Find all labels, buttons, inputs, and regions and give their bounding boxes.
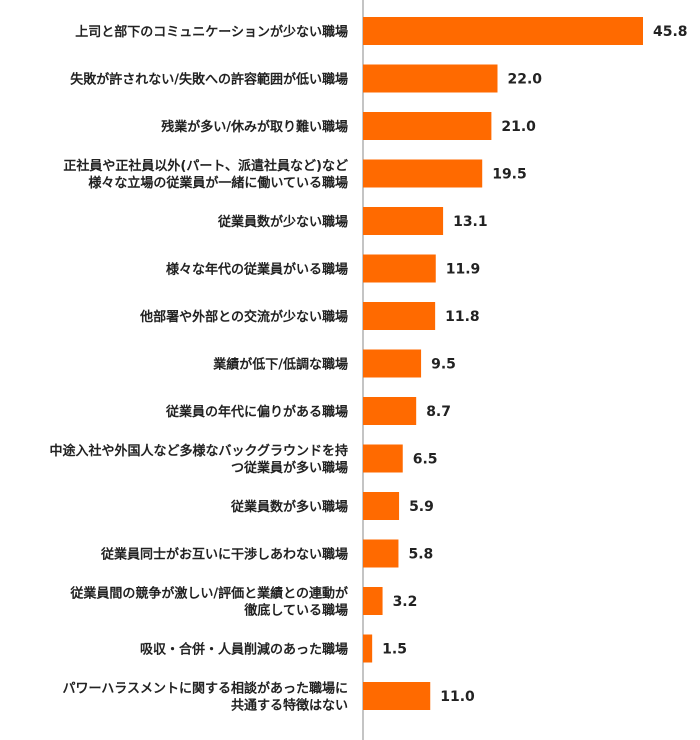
bar-9 xyxy=(363,397,417,425)
value-label-10: 6.5 xyxy=(413,452,438,468)
value-label-4: 19.5 xyxy=(492,167,527,183)
bar-12 xyxy=(363,539,399,568)
category-label-13-line-1: 従業員間の競争が激しい/評価と業績との連動が xyxy=(69,586,348,602)
bar-7 xyxy=(363,302,436,330)
bar-14 xyxy=(363,634,373,663)
category-label-10-line-1: 中途入社や外国人など多様なバックグラウンドを持 xyxy=(50,443,348,459)
category-label-3-line-1: 残業が多い/休みが取り難い職場 xyxy=(161,119,348,135)
category-label-15-line-1: パワーハラスメントに関する相談があった職場に xyxy=(63,681,348,697)
category-label-9-line-1: 従業員の年代に偏りがある職場 xyxy=(165,404,348,420)
value-label-9: 8.7 xyxy=(426,404,451,420)
value-label-15: 11.0 xyxy=(440,689,475,705)
category-label-4-line-2: 様々な立場の従業員が一緒に働いている職場 xyxy=(88,175,348,191)
value-label-5: 13.1 xyxy=(453,214,488,230)
category-label-7-line-1: 他部署や外部との交流が少ない職場 xyxy=(139,309,348,325)
bar-11 xyxy=(363,492,400,520)
category-label-8-line-1: 業績が低下/低調な職場 xyxy=(212,357,348,373)
category-label-14-line-1: 吸収・合併・人員削減のあった職場 xyxy=(140,642,348,658)
value-label-14: 1.5 xyxy=(382,642,407,658)
category-label-4-line-1: 正社員や正社員以外(パート、派遣社員など)など xyxy=(63,158,348,174)
value-labels-layer: 45.8 22.0 21.0 19.5 13.1 11.9 11.8 9.5 8.7 6.5 5.9… xyxy=(382,24,687,705)
category-label-11-line-1: 従業員数が多い職場 xyxy=(230,499,348,515)
value-label-7: 11.8 xyxy=(445,309,480,325)
value-label-13: 3.2 xyxy=(393,594,418,610)
value-label-11: 5.9 xyxy=(409,499,434,515)
category-label-10-line-2: つ従業員が多い職場 xyxy=(231,460,348,476)
category-label-13-line-2: 徹底している職場 xyxy=(243,603,348,619)
bar-6 xyxy=(363,254,436,283)
value-label-8: 9.5 xyxy=(431,357,456,373)
value-label-12: 5.8 xyxy=(408,547,433,563)
bar-4 xyxy=(363,159,483,188)
value-label-1: 45.8 xyxy=(653,24,688,40)
bar-3 xyxy=(363,112,492,140)
category-label-1-line-1: 上司と部下のコミュニケーションが少ない職場 xyxy=(75,24,348,40)
value-label-6: 11.9 xyxy=(446,262,481,278)
category-label-6-line-1: 様々な年代の従業員がいる職場 xyxy=(166,262,348,278)
bar-2 xyxy=(363,64,498,93)
value-label-3: 21.0 xyxy=(501,119,536,135)
category-label-2-line-1: 失敗が許されない/失敗への許容範囲が低い職場 xyxy=(70,72,348,88)
category-labels-layer: 上司と部下のコミュニケーションが少ない職場失敗が許されない/失敗への許容範囲が低… xyxy=(50,24,348,714)
category-label-5-line-1: 従業員数が少ない職場 xyxy=(217,214,348,230)
value-label-2: 22.0 xyxy=(507,72,542,88)
bar-8 xyxy=(363,349,422,378)
category-label-15-line-2: 共通する特徴はない xyxy=(231,698,348,714)
bar-5 xyxy=(363,207,444,235)
bar-10 xyxy=(363,444,403,473)
category-label-12-line-1: 従業員同士がお互いに干渉しあわない職場 xyxy=(100,547,348,563)
bar-1 xyxy=(363,17,643,45)
bars-layer xyxy=(363,17,643,710)
bar-13 xyxy=(363,587,383,615)
bar-15 xyxy=(363,682,431,710)
